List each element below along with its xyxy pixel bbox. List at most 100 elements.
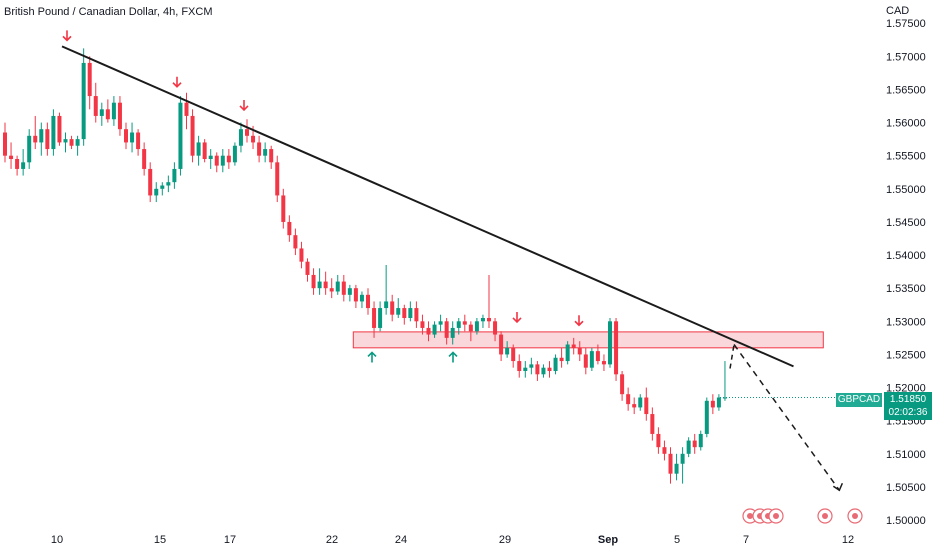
time-tick-label: 29 bbox=[499, 534, 511, 546]
price-tick-label: 1.53000 bbox=[886, 316, 926, 328]
candle-body bbox=[456, 321, 461, 328]
candle-body bbox=[15, 159, 20, 169]
down-arrow-marker bbox=[62, 30, 72, 42]
price-tick-label: 1.52000 bbox=[886, 383, 926, 395]
candle-body bbox=[589, 351, 594, 368]
price-tick-label: 1.54500 bbox=[886, 217, 926, 229]
candle-body bbox=[632, 404, 637, 408]
candle-body bbox=[674, 463, 679, 474]
candle-body bbox=[75, 139, 80, 146]
candle-body bbox=[650, 414, 655, 434]
candle-body bbox=[178, 102, 183, 169]
down-arrow-marker bbox=[512, 311, 522, 324]
time-tick-label: 12 bbox=[842, 534, 854, 546]
candle-body bbox=[317, 281, 322, 289]
candle-body bbox=[39, 129, 44, 143]
candle-body bbox=[402, 308, 407, 318]
markers bbox=[62, 30, 880, 398]
projection-arrowhead bbox=[832, 482, 844, 492]
candle-body bbox=[523, 367, 528, 371]
candle-body bbox=[142, 149, 147, 169]
candle-body bbox=[347, 288, 352, 295]
candle-body bbox=[414, 308, 419, 322]
candle-body bbox=[196, 142, 201, 156]
candle-body bbox=[420, 321, 425, 328]
candle-body bbox=[257, 142, 262, 156]
support-zone-rect bbox=[352, 331, 824, 349]
candle-body bbox=[444, 321, 449, 338]
event-flag-icon-dot bbox=[852, 513, 858, 519]
candle-body bbox=[577, 347, 582, 355]
candle-body bbox=[160, 185, 165, 189]
price-tick-label: 1.50000 bbox=[886, 515, 926, 527]
candle-body bbox=[704, 400, 709, 434]
candle-body bbox=[293, 235, 298, 249]
candle-body bbox=[27, 135, 32, 163]
price-tick-label: 1.51000 bbox=[886, 449, 926, 461]
candle-body bbox=[468, 324, 473, 332]
candle-body bbox=[426, 327, 431, 335]
candle-body bbox=[281, 195, 286, 222]
price-tick-label: 1.50500 bbox=[886, 482, 926, 494]
candle-body bbox=[384, 301, 389, 309]
candle-body bbox=[93, 96, 98, 116]
candle-body bbox=[559, 357, 564, 362]
price-tick-label: 1.55000 bbox=[886, 184, 926, 196]
candle-body bbox=[45, 129, 50, 150]
candle-body bbox=[51, 115, 56, 150]
event-flag-icon-dot bbox=[747, 513, 753, 519]
candle-body bbox=[638, 397, 643, 408]
candle-body bbox=[87, 62, 92, 97]
candle-body bbox=[698, 433, 703, 448]
candle-body bbox=[263, 149, 268, 156]
candle-body bbox=[620, 374, 625, 395]
support-zone bbox=[352, 331, 824, 349]
price-tick-label: 1.55500 bbox=[886, 151, 926, 163]
candle-body bbox=[69, 139, 74, 146]
last-price-value: 1.51850 bbox=[889, 394, 927, 405]
candle-body bbox=[275, 162, 280, 196]
projection-down-leg bbox=[733, 344, 840, 491]
candle-body bbox=[323, 281, 328, 289]
candle-body bbox=[529, 364, 534, 368]
candle-body bbox=[601, 361, 606, 365]
candle-body bbox=[251, 135, 256, 143]
candle-body bbox=[341, 281, 346, 295]
candle-body bbox=[208, 155, 213, 159]
candle-body bbox=[583, 354, 588, 368]
candle-body bbox=[232, 145, 237, 163]
candle-body bbox=[202, 142, 207, 159]
trendline bbox=[61, 45, 794, 368]
candle-body bbox=[668, 453, 673, 474]
currency-label: CAD bbox=[886, 5, 909, 17]
down-arrow-marker bbox=[574, 315, 584, 327]
event-icons bbox=[742, 508, 863, 524]
candle-body bbox=[130, 132, 135, 143]
candle-body bbox=[710, 400, 715, 408]
time-tick-label: 24 bbox=[395, 534, 407, 546]
price-tick-label: 1.57500 bbox=[886, 18, 926, 30]
down-arrow-marker bbox=[239, 99, 249, 112]
event-flag-icon-dot bbox=[822, 513, 828, 519]
last-price-tag: 1.51850 02:02:36 bbox=[884, 392, 932, 420]
candle-body bbox=[33, 135, 38, 143]
time-tick-label: 17 bbox=[224, 534, 236, 546]
candle-body bbox=[662, 447, 667, 454]
candle-body bbox=[220, 155, 225, 166]
candle-body bbox=[299, 248, 304, 262]
candle-body bbox=[438, 321, 443, 325]
candle-body bbox=[184, 102, 189, 116]
bar-countdown: 02:02:36 bbox=[888, 407, 928, 418]
candle-body bbox=[214, 155, 219, 166]
candle-body bbox=[148, 168, 153, 196]
candle-body bbox=[311, 274, 316, 289]
candle-body bbox=[686, 440, 691, 454]
candle-body bbox=[541, 367, 546, 375]
candle-body bbox=[305, 261, 310, 275]
time-tick-label: 15 bbox=[154, 534, 166, 546]
event-flag-icon-dot bbox=[773, 513, 779, 519]
time-tick-label: 7 bbox=[743, 534, 749, 546]
candle-body bbox=[226, 155, 231, 163]
price-axis: 1.57500 1.57000 1.56500 1.56000 1.55500 1.550… bbox=[886, 5, 926, 527]
